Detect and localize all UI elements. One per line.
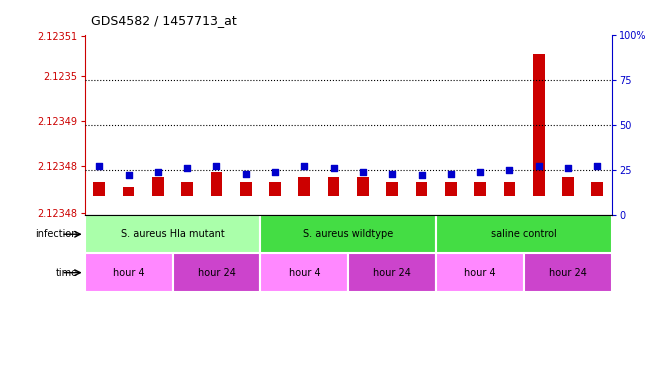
Bar	[357, 177, 368, 196]
Text: S. aureus wildtype: S. aureus wildtype	[303, 229, 393, 239]
Point	[328, 165, 339, 171]
Bar	[474, 182, 486, 196]
Bar	[298, 177, 310, 196]
Bar	[415, 182, 427, 196]
Text: hour 4: hour 4	[464, 268, 496, 278]
Bar	[152, 177, 164, 196]
Text: time: time	[56, 268, 78, 278]
Bar	[85, 253, 173, 292]
Point	[240, 170, 251, 177]
Bar	[181, 182, 193, 196]
Text: hour 4: hour 4	[288, 268, 320, 278]
Point	[94, 163, 104, 169]
Bar	[348, 253, 436, 292]
Point	[445, 170, 456, 177]
Text: hour 24: hour 24	[373, 268, 411, 278]
Bar	[210, 172, 222, 196]
Bar	[562, 177, 574, 196]
Bar	[504, 182, 515, 196]
Text: S. aureus Hla mutant: S. aureus Hla mutant	[120, 229, 225, 239]
Bar	[260, 253, 348, 292]
Text: hour 4: hour 4	[113, 268, 145, 278]
Bar	[240, 182, 251, 196]
Text: infection: infection	[36, 229, 78, 239]
Point	[387, 170, 397, 177]
Bar	[260, 215, 436, 253]
Text: saline control: saline control	[492, 229, 557, 239]
Point	[211, 163, 221, 169]
Point	[299, 163, 310, 169]
Point	[152, 169, 163, 175]
Point	[533, 163, 544, 169]
Text: hour 24: hour 24	[197, 268, 236, 278]
Bar	[524, 253, 612, 292]
Text: hour 24: hour 24	[549, 268, 587, 278]
Bar	[327, 177, 339, 196]
Point	[592, 163, 602, 169]
Bar	[85, 215, 260, 253]
Point	[123, 172, 134, 179]
Point	[270, 169, 281, 175]
Bar	[94, 182, 105, 196]
Bar	[270, 182, 281, 196]
Point	[416, 172, 426, 179]
Bar	[436, 253, 524, 292]
Bar	[173, 253, 260, 292]
Point	[358, 169, 368, 175]
Bar	[122, 187, 134, 196]
Bar	[445, 182, 457, 196]
Point	[475, 169, 485, 175]
Bar	[591, 182, 603, 196]
Point	[504, 167, 514, 173]
Bar	[533, 53, 544, 196]
Bar	[436, 215, 612, 253]
Point	[562, 165, 573, 171]
Point	[182, 165, 193, 171]
Bar	[386, 182, 398, 196]
Text: GDS4582 / 1457713_at: GDS4582 / 1457713_at	[91, 14, 237, 27]
